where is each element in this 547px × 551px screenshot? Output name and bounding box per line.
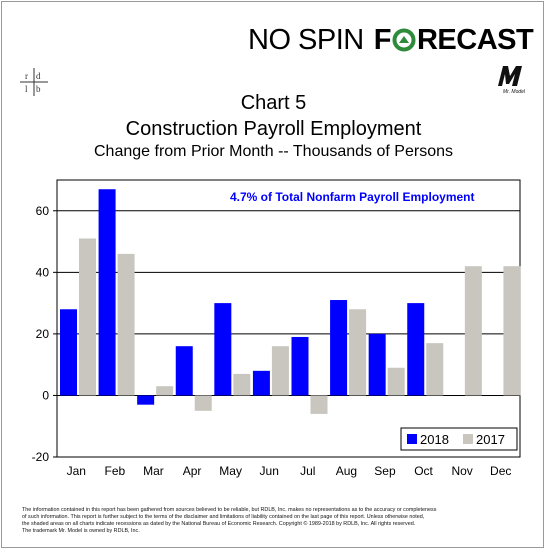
y-tick-label: 0: [42, 388, 49, 402]
bar-2018-may: [214, 303, 232, 396]
y-tick-label: -20: [32, 450, 50, 464]
bar-2018-feb: [98, 189, 116, 396]
y-tick-label: 40: [36, 265, 50, 279]
brand-forecast-f: F: [373, 23, 392, 56]
bar-2018-jan: [60, 309, 77, 396]
bar-2018-mar: [137, 395, 155, 405]
bar-2017-aug: [349, 309, 367, 396]
svg-text:b: b: [36, 84, 41, 94]
x-tick-label: May: [219, 464, 242, 478]
chart-subtitle-2: Change from Prior Month -- Thousands of …: [94, 143, 453, 160]
bar-2017-mar: [156, 386, 174, 396]
bar-chart: -20 0 20 40 60 Jan Feb Mar Apr May Jun Jul Aug Sep Oct…: [32, 179, 521, 478]
bar-2017-jan: [79, 238, 96, 396]
bar-2017-sep: [387, 367, 405, 396]
x-tick-label: Feb: [105, 464, 126, 478]
bar-2018-sep: [368, 333, 386, 396]
disclaimer-line: the shaded areas on all charts indicate …: [22, 521, 416, 527]
disclaimer-line: The trademark Mr. Model is owned by RDLB…: [22, 528, 140, 534]
svg-text:d: d: [36, 71, 41, 81]
bar-2017-jun: [271, 346, 289, 396]
bar-2017-may: [233, 373, 251, 396]
rdlb-logo: r d l b: [20, 68, 48, 96]
disclaimer-line: of such information. This report is furt…: [22, 514, 425, 520]
bar-2017-feb: [117, 253, 135, 396]
brand-forecast-rest: RECAST: [416, 23, 534, 56]
legend-swatch-2018: [407, 434, 417, 444]
bar-2017-nov: [464, 266, 482, 396]
forecast-o-icon: [392, 28, 416, 52]
x-tick-label: Jan: [67, 464, 86, 478]
y-tick-label: 60: [36, 204, 50, 218]
x-tick-label: Mar: [143, 464, 164, 478]
x-tick-label: Aug: [336, 464, 357, 478]
bar-2017-oct: [426, 343, 444, 396]
chart-title: Chart 5: [240, 92, 307, 114]
x-tick-label: Oct: [414, 464, 433, 478]
bar-2018-apr: [175, 346, 193, 396]
bar-2018-oct: [407, 303, 425, 396]
bar-2018-aug: [330, 300, 348, 396]
chart-annotation: 4.7% of Total Nonfarm Payroll Employment: [230, 190, 475, 204]
x-tick-label: Apr: [183, 464, 202, 478]
bar-2018-jul: [291, 336, 309, 396]
legend-box: [400, 427, 518, 451]
disclaimer-footer: The information contained in this report…: [22, 507, 537, 535]
brand-forecast: F RECAST: [373, 23, 534, 57]
bar-2017-apr: [194, 395, 212, 411]
x-tick-label: Dec: [490, 464, 511, 478]
x-tick-label: Jul: [300, 464, 315, 478]
mr-model-logo: Mr. Model: [498, 66, 526, 94]
x-tick-label: Nov: [451, 464, 472, 478]
svg-text:r: r: [25, 71, 28, 81]
x-tick-label: Jun: [260, 464, 279, 478]
bar-2017-dec: [503, 266, 521, 396]
legend-swatch-2017: [463, 434, 473, 444]
brand-logo: NO SPIN F RECAST: [248, 22, 534, 58]
chart-subtitle: Construction Payroll Employment: [125, 118, 422, 140]
brand-prefix: NO SPIN: [248, 23, 364, 56]
legend-label-2017: 2017: [476, 432, 505, 447]
bar-2017-jul: [310, 395, 328, 414]
disclaimer-line: The information contained in this report…: [22, 507, 437, 513]
svg-text:l: l: [25, 84, 28, 94]
bar-2018-jun: [252, 370, 270, 396]
legend-label-2018: 2018: [420, 432, 449, 447]
y-tick-label: 20: [36, 327, 50, 341]
svg-text:Mr. Model: Mr. Model: [503, 89, 526, 94]
x-tick-label: Sep: [374, 464, 396, 478]
